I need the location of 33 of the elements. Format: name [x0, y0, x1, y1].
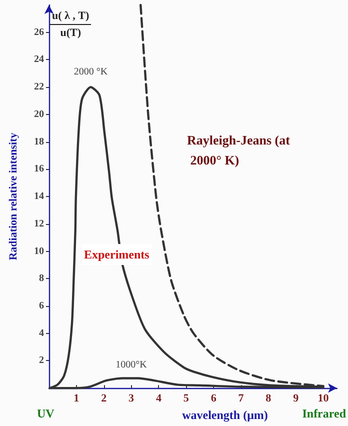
y-tick-label: 10 — [34, 246, 44, 257]
annotation: u(T) — [59, 26, 82, 39]
x-tick-label: 1 — [74, 392, 80, 405]
x-axis-title: wavelength (μm) — [182, 408, 268, 422]
y-tick-label: 8 — [39, 273, 44, 284]
y-tick-label: 20 — [34, 108, 44, 120]
x-tick-label: 3 — [128, 392, 135, 405]
x-tick-label: 10 — [318, 392, 330, 405]
y-tick-label: 4 — [39, 328, 44, 339]
x-tick-label: 8 — [266, 392, 272, 405]
annotation: 1000°K — [116, 360, 148, 371]
y-tick-label: 22 — [34, 82, 44, 93]
annotation: Experiments — [84, 248, 150, 262]
x-tick-label: 5 — [183, 392, 190, 405]
text: UV — [37, 406, 55, 420]
y-tick-label: 14 — [34, 191, 44, 202]
x-tick-label: 9 — [293, 392, 300, 405]
annotation: 2000 °K — [74, 66, 108, 78]
x-tick-label: 7 — [238, 392, 244, 405]
annotation: Rayleigh-Jeans (at 2000° K) — [187, 132, 291, 168]
y-tick-label: 2 — [39, 355, 44, 366]
y-tick-label: 16 — [34, 164, 44, 175]
text: Infrared — [302, 406, 346, 420]
y-tick-label: 6 — [39, 300, 44, 312]
annotation: u( λ , T) — [50, 10, 92, 25]
y-tick-label: 12 — [34, 218, 44, 230]
y-tick-label: 26 — [34, 26, 44, 38]
x-tick-label: 4 — [156, 392, 162, 405]
y-tick-label: 18 — [34, 136, 44, 148]
y-axis-title: Radiation relative intensity — [8, 132, 20, 260]
x-tick-label: 2 — [101, 392, 108, 405]
y-tick-label: 24 — [34, 54, 44, 66]
x-tick-label: 6 — [210, 392, 217, 405]
